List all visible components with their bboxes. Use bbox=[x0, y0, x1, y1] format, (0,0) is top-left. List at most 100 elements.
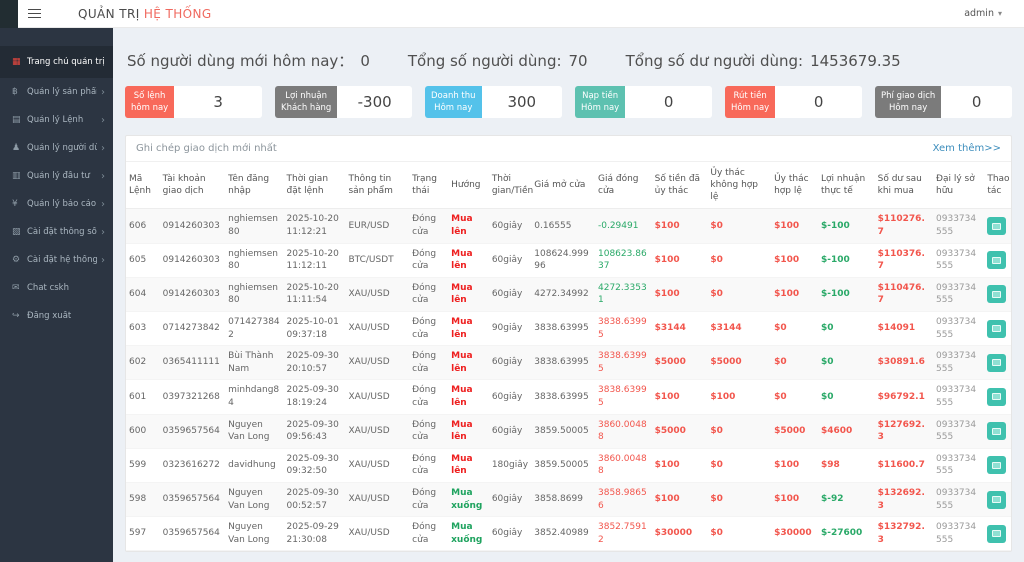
sidebar-item-label: Quản lý sản phẩm bbox=[27, 87, 97, 97]
stat-total-users-value: 70 bbox=[568, 52, 588, 70]
cell-username: nghiemsen80 bbox=[225, 277, 284, 312]
cell-balance_after: $127692.3 bbox=[874, 414, 934, 449]
row-detail-button[interactable] bbox=[987, 387, 1007, 406]
cell-actual_profit: $98 bbox=[817, 448, 875, 483]
stat-box-value: 300 bbox=[481, 86, 562, 118]
cell-direction: Mua lên bbox=[448, 345, 489, 381]
table-header-row: Mã Lệnh Tài khoản giao dịch Tên đăng nhập T… bbox=[126, 162, 1011, 210]
cell-actual_profit: $0 bbox=[817, 311, 875, 347]
cell-actual_profit: $0 bbox=[817, 379, 875, 415]
sidebar-item-reports[interactable]: ¥ Quản lý báo cáo › bbox=[0, 190, 113, 218]
user-menu-label: admin bbox=[964, 8, 994, 19]
table-row: 598 0359657564 Nguyen Van Long 2025-09-30 0… bbox=[126, 482, 1011, 518]
sidebar-toggle-icon[interactable] bbox=[18, 0, 52, 28]
cell-entrusted_amount: $100 bbox=[651, 277, 708, 312]
detail-icon bbox=[992, 427, 1002, 435]
column-header-direction: Hướng bbox=[448, 162, 489, 210]
sidebar-item-system-settings[interactable]: ⚙ Cài đặt hệ thống › bbox=[0, 246, 113, 274]
sidebar-item-chat-cskh[interactable]: ✉ Chat cskh bbox=[0, 274, 113, 302]
cell-direction: Mua lên bbox=[448, 448, 489, 483]
cell-action bbox=[984, 516, 1011, 552]
cell-entrusted_amount: $100 bbox=[651, 448, 708, 483]
cell-entrusted_amount: $5000 bbox=[651, 345, 708, 381]
panel-title: Ghi chép giao dịch mới nhất bbox=[136, 143, 277, 154]
row-detail-button[interactable] bbox=[987, 251, 1007, 270]
cell-action bbox=[984, 482, 1011, 518]
user-menu[interactable]: admin ▾ bbox=[942, 8, 1024, 19]
cell-open_price: 3852.40989 bbox=[531, 516, 595, 552]
cell-invalid_entrust: $3144 bbox=[707, 311, 772, 347]
row-detail-button[interactable] bbox=[987, 490, 1007, 509]
row-detail-button[interactable] bbox=[987, 285, 1007, 304]
cell-balance_after: $30891.6 bbox=[874, 345, 934, 381]
cell-valid_entrust: $100 bbox=[771, 482, 818, 518]
stat-box-value: 3 bbox=[174, 86, 262, 118]
cell-order_time: 2025-10-20 11:12:11 bbox=[283, 243, 346, 278]
cell-account: 0359657564 bbox=[159, 482, 226, 518]
table-row: 601 0397321268 minhdang84 2025-09-30 18:19:… bbox=[126, 379, 1011, 415]
cell-product: XAU/USD bbox=[345, 414, 410, 449]
column-header-action: Thao tác bbox=[984, 162, 1011, 210]
cell-actual_profit: $-100 bbox=[817, 208, 875, 244]
row-detail-button[interactable] bbox=[987, 524, 1007, 543]
row-detail-button[interactable] bbox=[987, 319, 1007, 338]
cell-close_price: 3838.63995 bbox=[595, 311, 652, 347]
sidebar-item-label: Cài đặt hệ thống bbox=[27, 255, 97, 265]
sidebar-item-orders[interactable]: ▤ Quản lý Lệnh › bbox=[0, 106, 113, 134]
sidebar-item-logout[interactable]: ↪ Đăng xuất bbox=[0, 302, 113, 330]
cell-duration: 60giây bbox=[488, 243, 532, 278]
row-detail-button[interactable] bbox=[987, 217, 1007, 236]
cell-id: 602 bbox=[126, 345, 160, 381]
stat-total-users-label: Tổng số người dùng: bbox=[407, 52, 562, 70]
cell-close_price: 3838.63995 bbox=[595, 379, 652, 415]
sidebar-item-products[interactable]: ฿ Quản lý sản phẩm › bbox=[0, 78, 113, 106]
cell-entrusted_amount: $100 bbox=[651, 379, 708, 415]
stat-chip-label: Nạp tiền Hôm nay bbox=[575, 86, 626, 118]
sidebar-item-parameters[interactable]: ▧ Cài đặt thông số › bbox=[0, 218, 113, 246]
sidebar-item-investments[interactable]: ▥ Quản lý đầu tư › bbox=[0, 162, 113, 190]
cell-balance_after: $132692.3 bbox=[874, 482, 934, 518]
stat-box-orders-today: Số lệnh hôm nay 3 bbox=[125, 86, 262, 118]
cell-account: 0323616272 bbox=[159, 448, 226, 483]
sidebar-menu: ▦ Trang chủ quản trị ฿ Quản lý sản phẩm › ▤ Qu… bbox=[0, 46, 113, 330]
cell-action bbox=[984, 345, 1011, 381]
row-detail-button[interactable] bbox=[987, 422, 1007, 441]
cell-order_time: 2025-10-20 11:12:21 bbox=[283, 208, 346, 244]
cell-close_price: -0.29491 bbox=[595, 208, 652, 244]
column-header-actual_profit: Lợi nhuận thực tế bbox=[817, 162, 875, 210]
cell-balance_after: $14091 bbox=[874, 311, 934, 347]
cell-balance_after: $110276.7 bbox=[874, 208, 934, 244]
cell-invalid_entrust: $100 bbox=[707, 379, 772, 415]
chevron-right-icon: › bbox=[101, 254, 105, 266]
cell-status: Đóng cửa bbox=[409, 311, 449, 347]
cell-valid_entrust: $0 bbox=[771, 345, 818, 381]
view-more-link[interactable]: Xem thêm>> bbox=[932, 143, 1001, 154]
cell-open_price: 3858.8699 bbox=[531, 482, 595, 518]
row-detail-button[interactable] bbox=[987, 353, 1007, 372]
cell-close_price: 3858.98656 bbox=[595, 482, 652, 518]
cell-agent: 0933734555 bbox=[933, 345, 985, 381]
cell-duration: 60giây bbox=[488, 208, 532, 244]
cell-entrusted_amount: $100 bbox=[651, 208, 708, 244]
sidebar-item-dashboard[interactable]: ▦ Trang chủ quản trị bbox=[0, 46, 113, 78]
cell-product: XAU/USD bbox=[345, 311, 410, 347]
cell-valid_entrust: $100 bbox=[771, 277, 818, 312]
cell-open_price: 3838.63995 bbox=[531, 311, 595, 347]
cell-direction: Mua lên bbox=[448, 414, 489, 449]
bitcoin-icon: ฿ bbox=[12, 87, 18, 97]
cell-order_time: 2025-09-30 09:32:50 bbox=[283, 448, 346, 483]
cell-close_price: 108623.8637 bbox=[595, 243, 652, 278]
cell-direction: Mua lên bbox=[448, 277, 489, 312]
sidebar-item-users[interactable]: ♟ Quản lý người dùng › bbox=[0, 134, 113, 162]
cell-product: XAU/USD bbox=[345, 516, 410, 552]
column-header-product: Thông tin sản phẩm bbox=[345, 162, 410, 210]
row-detail-button[interactable] bbox=[987, 456, 1007, 475]
cell-status: Đóng cửa bbox=[409, 448, 449, 483]
cell-product: XAU/USD bbox=[345, 277, 410, 312]
cell-product: BTC/USDT bbox=[345, 243, 410, 278]
cell-status: Đóng cửa bbox=[409, 345, 449, 381]
book-icon: ▥ bbox=[12, 171, 21, 181]
detail-icon bbox=[992, 461, 1002, 469]
cell-account: 0914260303 bbox=[159, 277, 226, 312]
stat-total-balance: Tổng số dư người dùng: 1453679.35 bbox=[626, 52, 901, 70]
